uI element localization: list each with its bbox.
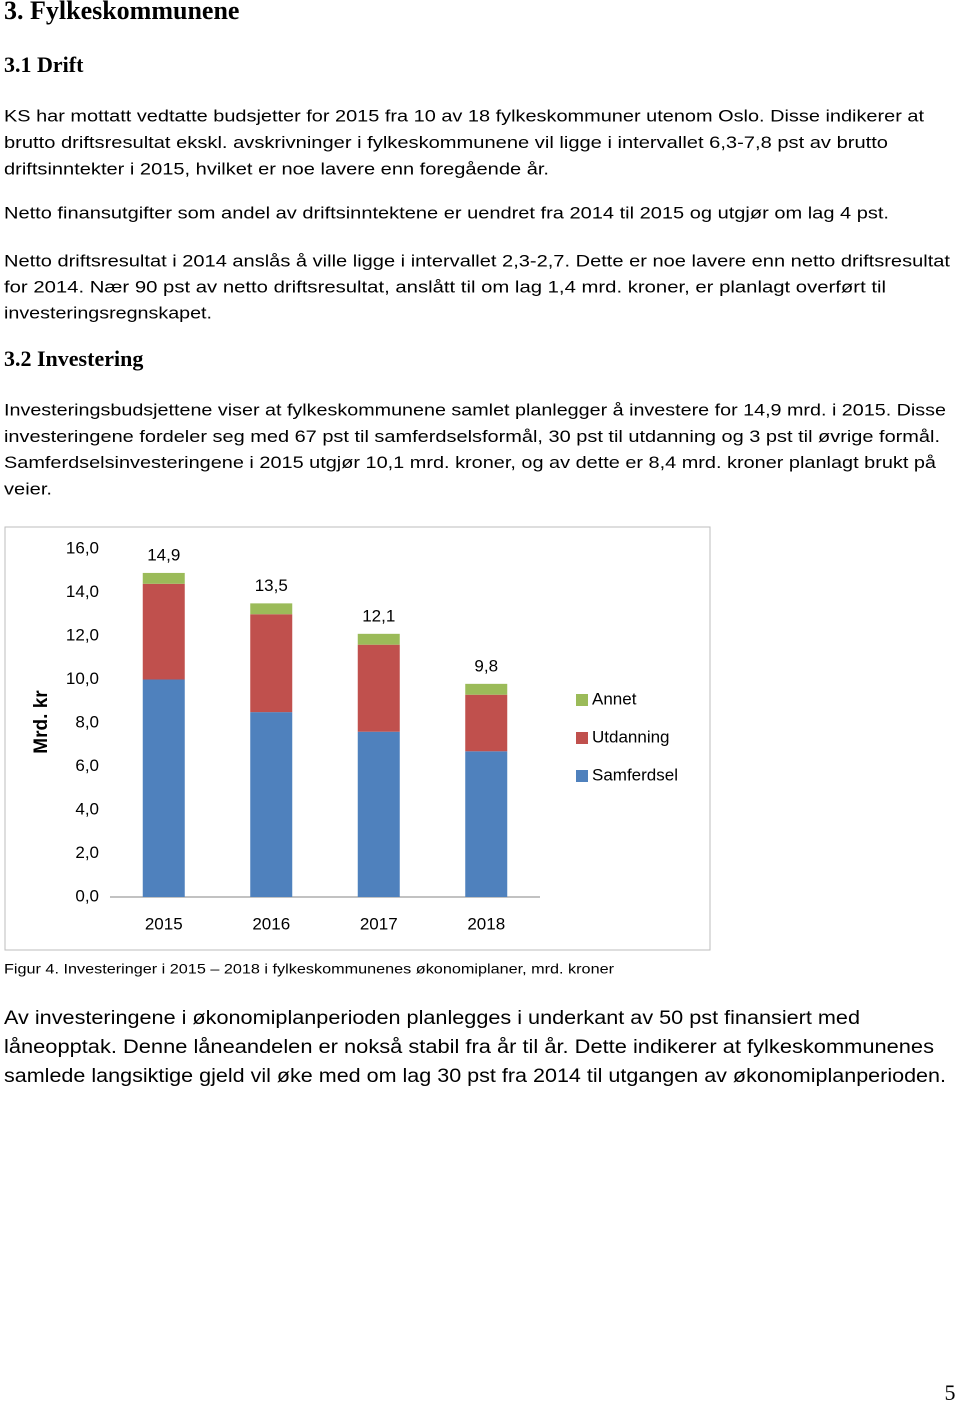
y-tick-label: 2,0: [75, 843, 99, 862]
section-title: 3.2 Investering: [4, 346, 143, 371]
heading: 3. Fylkeskommunene: [4, 0, 239, 25]
bar-segment: [357, 633, 400, 645]
y-tick-label: 16,0: [66, 538, 99, 557]
y-tick-label: 10,0: [66, 669, 99, 688]
bar-segment: [465, 694, 508, 752]
y-axis-label: Mrd. kr: [31, 690, 52, 754]
x-tick-label: 2018: [467, 914, 505, 933]
legend-swatch: [576, 732, 588, 744]
page-number: 5: [945, 1380, 956, 1405]
legend-label: Utdanning: [592, 727, 670, 746]
x-tick-label: 2015: [145, 914, 183, 933]
x-tick-label: 2017: [360, 914, 398, 933]
paragraph-line: KS har mottatt vedtatte budsjetter for 2…: [4, 106, 924, 125]
paragraph-line: Samferdselsinvesteringene i 2015 utgjør …: [4, 453, 937, 472]
total-label: 13,5: [255, 576, 288, 595]
y-tick-label: 0,0: [75, 886, 99, 905]
bar-segment: [250, 603, 293, 615]
legend-swatch: [576, 694, 588, 706]
bar-segment: [357, 731, 400, 897]
paragraph-line: brutto driftsresultat ekskl. avskrivning…: [4, 133, 888, 152]
caption: Figur 4. Investeringer i 2015 – 2018 i f…: [4, 961, 614, 977]
legend-label: Samferdsel: [592, 765, 678, 784]
total-label: 9,8: [474, 656, 498, 675]
bar-segment: [142, 679, 185, 897]
y-tick-label: 14,0: [66, 582, 99, 601]
chart-frame: [4, 526, 711, 951]
x-tick-label: 2016: [252, 914, 290, 933]
paragraph-line: Av investeringene i økonomiplanperioden …: [4, 1008, 860, 1029]
paragraph-line: Netto finansutgifter som andel av drifts…: [4, 203, 889, 222]
bar-segment: [250, 712, 293, 897]
bar-segment: [142, 583, 185, 680]
paragraph-line: investeringsregnskapet.: [4, 303, 212, 322]
bar-segment: [465, 683, 508, 695]
paragraph-line: Investeringsbudsjettene viser at fylkesk…: [4, 400, 946, 419]
legend-swatch: [576, 770, 588, 782]
bar-segment: [142, 572, 185, 584]
paragraph-line: driftsinntekter i 2015, hvilket er noe l…: [4, 159, 549, 178]
total-label: 14,9: [147, 545, 180, 564]
bar-segment: [465, 751, 508, 897]
paragraph-line: veier.: [4, 479, 52, 498]
y-tick-label: 8,0: [75, 712, 99, 731]
paragraph-line: låneopptak. Denne låneandelen er nokså s…: [4, 1037, 934, 1058]
paragraph-line: for 2014. Nær 90 pst av netto driftsresu…: [4, 277, 886, 296]
bar-segment: [357, 644, 400, 732]
paragraph-line: samlede langsiktige gjeld vil øke med om…: [4, 1066, 946, 1087]
total-label: 12,1: [362, 606, 395, 625]
y-tick-label: 6,0: [75, 756, 99, 775]
y-tick-label: 4,0: [75, 799, 99, 818]
section-title: 3.1 Drift: [4, 52, 84, 77]
legend-label: Annet: [592, 689, 637, 708]
y-tick-label: 12,0: [66, 625, 99, 644]
paragraph-line: Netto driftsresultat i 2014 anslås å vil…: [4, 251, 950, 270]
bar-segment: [250, 614, 293, 713]
paragraph-line: investeringene fordeler seg med 67 pst t…: [4, 427, 940, 446]
